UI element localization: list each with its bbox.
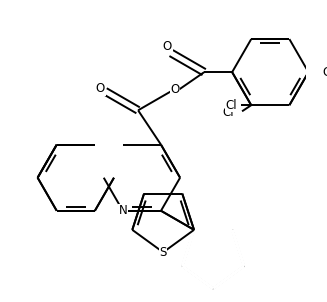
Text: S: S [160,246,167,259]
Text: O: O [163,40,172,53]
Text: O: O [170,83,180,96]
Text: Cl: Cl [226,99,237,112]
Text: Cl: Cl [223,106,234,119]
Text: Cl: Cl [322,66,327,79]
Text: O: O [96,82,105,95]
Text: N: N [118,204,127,217]
